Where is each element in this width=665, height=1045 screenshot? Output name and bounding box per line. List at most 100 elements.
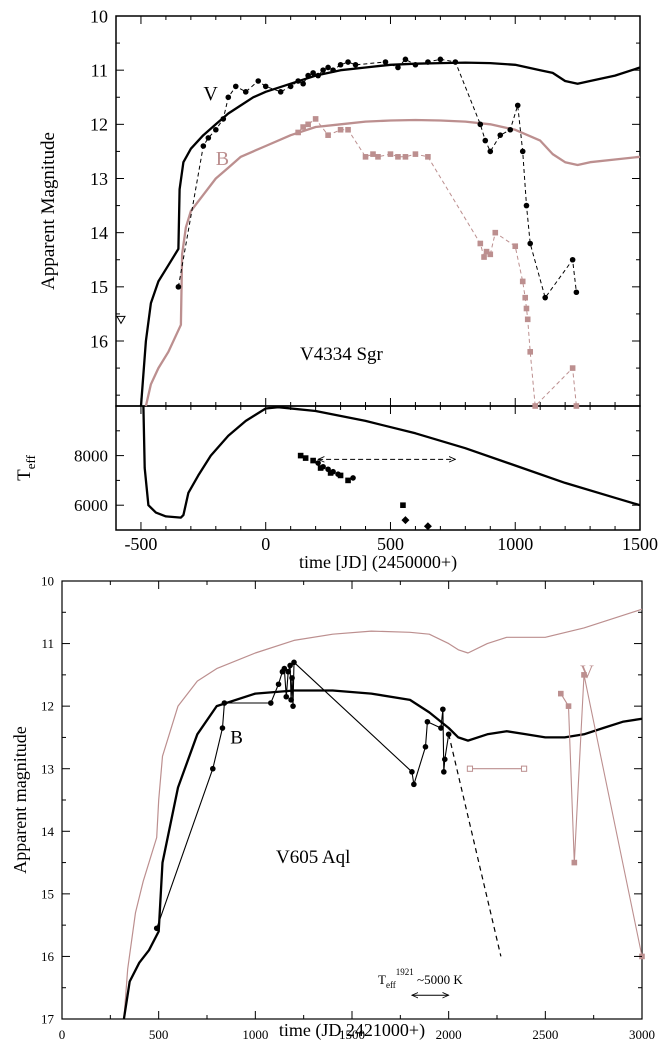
p0-series-2-point [507, 126, 514, 133]
p0-series-3-point [370, 151, 376, 157]
p0-series-2-point [412, 61, 419, 68]
p0-series-2-point [482, 137, 489, 144]
p1-y-tick-label: 6000 [74, 496, 108, 515]
p0-series-3-point [532, 403, 538, 409]
p2-series-2-point [210, 765, 216, 772]
p0-series-2-point [497, 132, 504, 138]
p0-series-2-point [330, 67, 336, 73]
p0-series-0-line [139, 61, 641, 407]
p2-series-2-point [287, 662, 293, 669]
p1-x-tick-label: 500 [377, 534, 404, 554]
p1-series-2-point [325, 466, 331, 473]
p0-series-2-point [345, 59, 351, 65]
p2-series-2-point [438, 725, 444, 731]
p2-series-0-line [123, 608, 643, 1020]
p0-label-v: V [203, 83, 218, 105]
p0-series-2-point [205, 135, 212, 141]
p0-series-2-point [527, 240, 534, 247]
p1-y-tick-label: 8000 [74, 447, 108, 466]
p0-series-2-point [300, 80, 306, 87]
p2-series-2-point [440, 706, 446, 713]
p0-y-tick-label: 11 [91, 60, 108, 80]
p0-series-3-point [487, 251, 494, 258]
p2-teff-note-suffix: ~5000 K [414, 972, 464, 987]
p2-y-tick-label: 16 [41, 949, 55, 964]
p2-series-4-point [581, 672, 587, 678]
p0-y-tick-label: 13 [90, 169, 108, 189]
p0-series-2-point [437, 56, 444, 63]
p1-series-1-point [302, 455, 309, 461]
p2-y-tick-label: 12 [41, 699, 54, 714]
p2-series-2-point [288, 697, 294, 703]
p2-x-tick-label: 2000 [436, 1027, 462, 1040]
p0-series-2-point [213, 126, 219, 133]
p1-series-2-point [315, 460, 321, 466]
p2-x-tick-label: 0 [59, 1027, 66, 1040]
p0-series-2-point [519, 148, 526, 155]
p2-teff-note: Teff1921 ~5000 K [378, 967, 463, 990]
p0-series-1-line [144, 118, 641, 407]
p0-series-2-point [573, 289, 580, 296]
p0-series-3-point [337, 126, 344, 133]
p0-series-3-point [492, 229, 499, 236]
panel-top-lower-frame [115, 405, 641, 531]
p0-series-3-point [387, 151, 394, 157]
p2-series-4-point [558, 690, 564, 697]
p0-annotation: V4334 Sgr [300, 344, 384, 365]
p2-series-2-point [283, 693, 290, 700]
p0-series-2-point [200, 143, 207, 149]
p0-series-2-point [225, 94, 232, 101]
p0-y-tick-label: 10 [90, 6, 108, 26]
p0-y-tick-label: 16 [90, 331, 108, 351]
p2-x-tick-label: 3000 [629, 1027, 655, 1040]
p1-xlabel: time [JD] (2450000+) [299, 552, 457, 573]
p0-series-3-point [522, 294, 529, 301]
p2-series-2-point [221, 700, 228, 706]
p0-series-2-point [523, 202, 530, 209]
p1-y-tick-labels: 6000 8000 [74, 447, 108, 516]
p0-series-2-point [452, 59, 459, 65]
p0-series-2-point [487, 148, 494, 155]
p2-y-tick-label: 11 [41, 636, 54, 651]
p1-ylabel-main: T [14, 469, 35, 481]
p2-series-2-point [424, 718, 431, 725]
p2-series-4-line [560, 674, 643, 957]
p1-x-tick-label: 1000 [497, 534, 533, 554]
p1-series-3-point [423, 522, 432, 531]
p2-series-4-point [571, 859, 578, 866]
p2-series-2-point [285, 668, 292, 675]
p2-y-tick-label: 13 [41, 761, 54, 776]
p0-series-3-point [512, 243, 519, 250]
p2-series-5-point [520, 765, 528, 772]
p1-ylabel-sub: eff [23, 454, 38, 469]
p0-series-2-point [277, 89, 284, 95]
p2-ylabel: Apparent magnitude [10, 726, 30, 873]
p2-x-tick-label: 1500 [339, 1027, 365, 1040]
p0-series-2-point [542, 294, 548, 301]
p0-series-3-point [402, 154, 409, 160]
p2-series-2-point [422, 744, 429, 750]
p2-series-4-point [565, 703, 572, 709]
p0-series-3-point [305, 121, 311, 128]
p2-series-2-point [445, 731, 452, 738]
p0-series-3-point [483, 248, 490, 255]
p1-series-0-line [142, 405, 641, 519]
p2-y-tick-label: 15 [41, 886, 54, 901]
p0-y-tick-labels: 10 11 12 13 14 15 16 [90, 6, 108, 351]
p0-series-2-point [395, 64, 401, 71]
p2-x-tick-labels: 0 500 1000 1500 2000 2500 3000 [59, 1027, 655, 1042]
p2-xlabel: time (JD 2421000+) [279, 1020, 425, 1040]
p0-series-2-point [477, 121, 484, 128]
p0-series-3-point [412, 151, 419, 157]
p0-series-3-point [523, 305, 530, 312]
p0-series-2-point [425, 59, 431, 65]
p0-series-2-point [402, 56, 409, 63]
p1-series-2-point [335, 471, 341, 478]
p1-ylabel: Teff [14, 454, 38, 480]
p1-series-1-point [345, 477, 351, 484]
p1-x-tick-labels: -500 0 500 1000 1500 [124, 534, 658, 554]
p2-series-2-point [289, 675, 295, 681]
p0-series-2-point [514, 102, 521, 109]
p1-series-2-point [350, 475, 356, 481]
p1-x-tick-label: 0 [261, 534, 270, 554]
